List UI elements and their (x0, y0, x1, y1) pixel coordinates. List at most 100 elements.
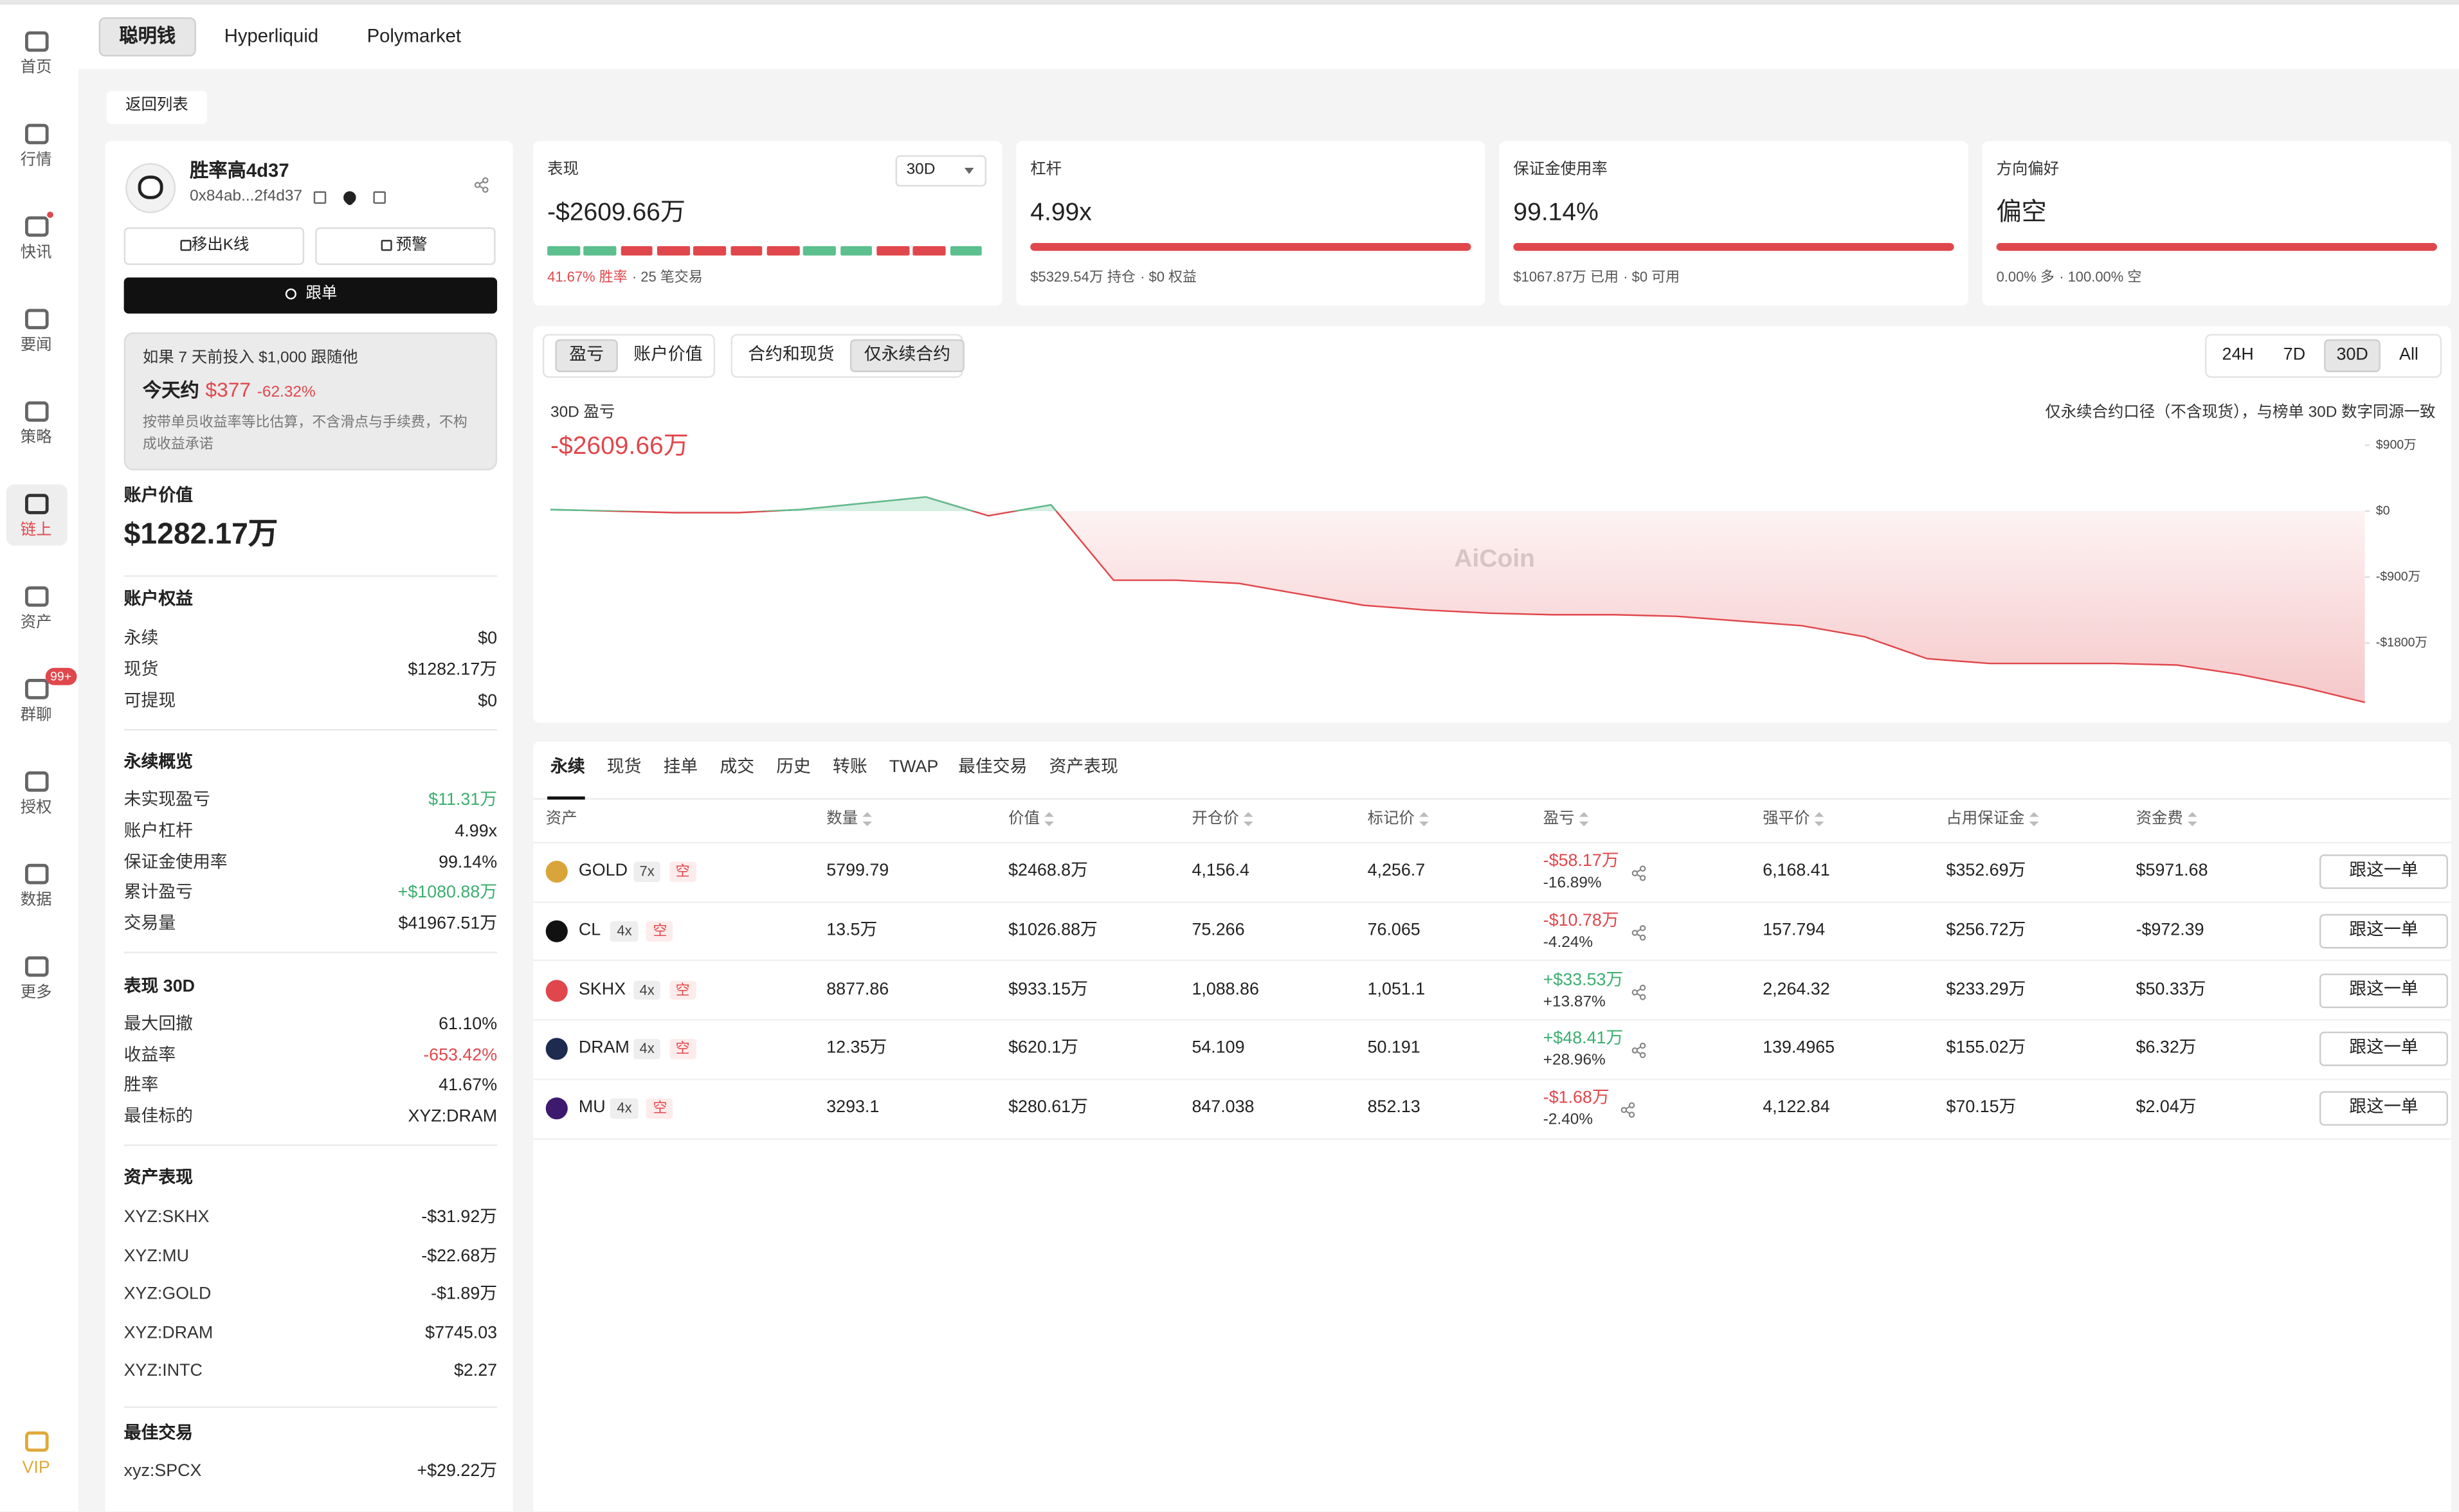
share-icon[interactable] (474, 177, 489, 193)
follow-order-button[interactable] (2319, 1091, 2448, 1126)
back-button-label[interactable]: 返回列表 (125, 97, 188, 115)
range-tab[interactable]: 30D (2324, 339, 2381, 373)
follow-order-label[interactable]: 跟这一单 (2349, 921, 2418, 940)
sidebar-label[interactable]: 链上 (20, 522, 52, 539)
copy-icon[interactable] (373, 191, 386, 204)
row-value: -$1.89万 (431, 1284, 498, 1304)
sidebar-icon[interactable] (25, 586, 49, 607)
sort-icon[interactable] (2188, 811, 2197, 826)
sort-icon[interactable] (1243, 811, 1253, 826)
sidebar-label[interactable]: VIP (22, 1459, 50, 1478)
profile-button-label[interactable]: 移出K线 (191, 237, 250, 255)
sidebar-icon[interactable] (25, 678, 49, 699)
sidebar-label[interactable]: 首页 (20, 59, 52, 77)
sidebar-icon[interactable] (25, 863, 49, 885)
sort-icon[interactable] (1814, 811, 1824, 826)
chart-tab[interactable]: 合约和现货 (748, 345, 835, 364)
pnl-pct: -2.40% (1543, 1112, 1593, 1130)
chart-tab[interactable]: 仅永续合约 (849, 339, 965, 373)
column-header[interactable]: 开仓价 (1192, 811, 1253, 829)
follow-order-button[interactable] (2319, 973, 2448, 1008)
sidebar-label[interactable]: 行情 (20, 152, 52, 170)
column-header[interactable]: 价值 (1008, 811, 1054, 829)
positions-tab[interactable]: 历史 (776, 757, 811, 777)
column-header[interactable]: 资金费 (2136, 811, 2197, 829)
share-icon[interactable] (1631, 984, 1646, 1000)
y-tick-label: -$900万 (2375, 569, 2421, 584)
sort-icon[interactable] (1044, 811, 1054, 826)
positions-tab[interactable]: 永续 (550, 757, 585, 777)
sidebar-icon[interactable] (25, 309, 49, 330)
follow-order-button[interactable] (2319, 1032, 2448, 1067)
follow-order-label[interactable]: 跟这一单 (2349, 1039, 2418, 1058)
sidebar-icon[interactable] (25, 123, 49, 145)
sidebar-icon[interactable] (25, 401, 49, 422)
sort-icon[interactable] (1579, 811, 1589, 826)
positions-tab[interactable]: 资产表现 (1049, 757, 1118, 777)
cell: 50.191 (1367, 1039, 1420, 1058)
column-header[interactable]: 强平价 (1763, 811, 1824, 829)
sidebar-label[interactable]: 要闻 (20, 337, 52, 355)
share-icon[interactable] (1620, 1102, 1636, 1119)
sort-icon[interactable] (2029, 811, 2039, 826)
column-header[interactable]: 盈亏 (1543, 811, 1589, 829)
follow-order-label[interactable]: 跟这一单 (2349, 980, 2418, 999)
sidebar-label[interactable]: 资产 (20, 615, 52, 632)
leverage-badge: 4x (610, 1099, 639, 1119)
chart-tab[interactable]: 账户价值 (633, 345, 703, 364)
sidebar-badge: 99+ (45, 667, 77, 685)
follow-button[interactable] (123, 277, 498, 314)
nav-tab[interactable]: Polymarket (367, 24, 462, 47)
profile-button[interactable] (315, 227, 496, 266)
profile-button-label[interactable]: 预警 (395, 237, 428, 255)
share-icon[interactable] (1631, 924, 1646, 941)
sort-icon[interactable] (1419, 811, 1429, 826)
positions-tab[interactable]: TWAP (889, 757, 939, 777)
sidebar-icon[interactable] (25, 956, 49, 977)
positions-tab[interactable]: 最佳交易 (958, 757, 1028, 777)
share-icon[interactable] (1631, 1043, 1646, 1059)
sidebar-label[interactable]: 快讯 (20, 244, 52, 262)
range-tab[interactable]: All (2399, 345, 2418, 364)
column-header[interactable]: 数量 (826, 811, 872, 829)
sidebar-label[interactable]: 更多 (20, 984, 52, 1002)
column-header[interactable]: 占用保证金 (1946, 811, 2039, 829)
positions-tab[interactable]: 转账 (832, 757, 867, 777)
sidebar-label[interactable]: 授权 (20, 799, 52, 817)
y-tick-label: -$1800万 (2375, 635, 2428, 650)
nav-tab[interactable]: 聪明钱 (119, 24, 176, 47)
back-button[interactable] (106, 91, 207, 124)
row-label: 现货 (123, 660, 159, 680)
sidebar-icon[interactable] (25, 771, 49, 792)
share-dot (1639, 934, 1646, 941)
follow-order-button[interactable] (2319, 914, 2448, 948)
period-select-label[interactable]: 30D (906, 161, 936, 179)
share-icon[interactable] (1631, 865, 1646, 881)
sidebar-icon[interactable] (25, 494, 49, 514)
stat-card (1499, 141, 1968, 306)
positions-tab[interactable]: 成交 (720, 757, 755, 777)
positions-tab[interactable]: 现货 (606, 757, 642, 777)
sidebar-icon[interactable] (25, 31, 49, 52)
sort-icon[interactable] (862, 811, 872, 826)
positions-panel (533, 741, 2451, 1511)
sidebar-icon[interactable] (25, 1431, 49, 1452)
follow-button-label[interactable]: 跟单 (305, 285, 338, 303)
sidebar-icon[interactable] (25, 216, 49, 237)
positions-tab[interactable]: 挂单 (663, 757, 698, 777)
cell: $1026.88万 (1008, 921, 1098, 940)
range-tab[interactable]: 24H (2222, 345, 2254, 364)
follow-order-label[interactable]: 跟这一单 (2349, 861, 2418, 881)
sidebar-label[interactable]: 群聊 (20, 706, 52, 724)
edit-icon[interactable] (313, 191, 327, 204)
range-tab[interactable]: 7D (2283, 345, 2306, 364)
follow-order-button[interactable] (2319, 854, 2448, 889)
chart-tab[interactable]: 盈亏 (555, 339, 618, 373)
follow-order-label[interactable]: 跟这一单 (2349, 1098, 2418, 1117)
sidebar-label[interactable]: 策略 (20, 429, 52, 447)
profile-button[interactable] (123, 227, 305, 266)
column-header[interactable]: 标记价 (1368, 811, 1429, 829)
row-label: 胜率 (123, 1076, 159, 1096)
sidebar-label[interactable]: 数据 (20, 892, 52, 910)
nav-tab[interactable]: Hyperliquid (224, 24, 319, 47)
